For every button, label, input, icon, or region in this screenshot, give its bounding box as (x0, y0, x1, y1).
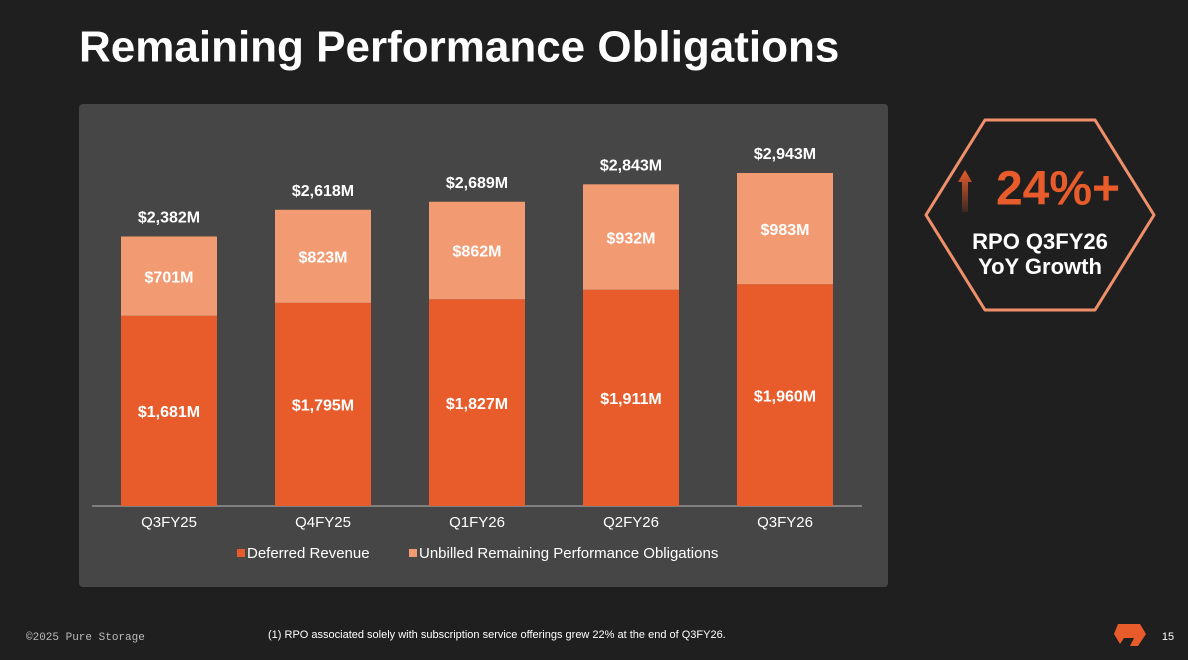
data-label: $1,795M (292, 398, 354, 415)
data-label: $983M (761, 222, 810, 239)
legend-swatch (409, 549, 417, 557)
x-tick-label: Q3FY25 (141, 514, 197, 531)
total-label: $2,943M (754, 146, 816, 163)
bar-segment (275, 302, 371, 506)
footnote: (1) RPO associated solely with subscript… (268, 629, 726, 641)
data-label: $701M (145, 269, 194, 286)
x-tick-label: Q3FY26 (757, 514, 813, 531)
data-label: $862M (453, 244, 502, 261)
bar-segment (737, 173, 833, 285)
page-number: 15 (1162, 631, 1174, 643)
x-tick-label: Q1FY26 (449, 514, 505, 531)
x-tick-label: Q2FY26 (603, 514, 659, 531)
total-label: $2,382M (138, 210, 200, 227)
callout-hexagon (924, 118, 1156, 312)
data-label: $1,827M (446, 396, 508, 413)
bar-segment (583, 184, 679, 290)
logo (1114, 624, 1146, 646)
up-arrow (958, 170, 972, 212)
callout-headline: 24%+ (996, 163, 1120, 216)
legend-label: Deferred Revenue (247, 545, 370, 562)
chart: $1,681M $701M $2,382M Q3FY25 $1,795M $823M $2,… (121, 146, 833, 562)
bar-segment (121, 236, 217, 316)
data-label: $1,911M (600, 391, 661, 408)
data-label: $932M (607, 230, 656, 247)
bar-segment (275, 209, 371, 303)
bar-segment (429, 299, 525, 506)
slide-title: Remaining Performance Obligations (79, 23, 839, 72)
data-label: $1,960M (754, 388, 816, 405)
bar-segment (583, 289, 679, 506)
bar-segment (121, 315, 217, 506)
total-label: $2,689M (446, 175, 508, 192)
legend-swatch (237, 549, 245, 557)
bar-segment (429, 201, 525, 300)
copyright: ©2025 Pure Storage (26, 632, 145, 644)
x-tick-label: Q4FY25 (295, 514, 351, 531)
total-label: $2,843M (600, 158, 662, 175)
callout-line: RPO Q3FY26 (972, 229, 1108, 254)
total-label: $2,618M (292, 183, 354, 200)
data-label: $1,681M (138, 404, 200, 421)
callout-line: YoY Growth (978, 254, 1102, 279)
legend-label: Unbilled Remaining Performance Obligatio… (419, 545, 718, 562)
bar-segment (737, 284, 833, 506)
data-label: $823M (299, 250, 348, 267)
